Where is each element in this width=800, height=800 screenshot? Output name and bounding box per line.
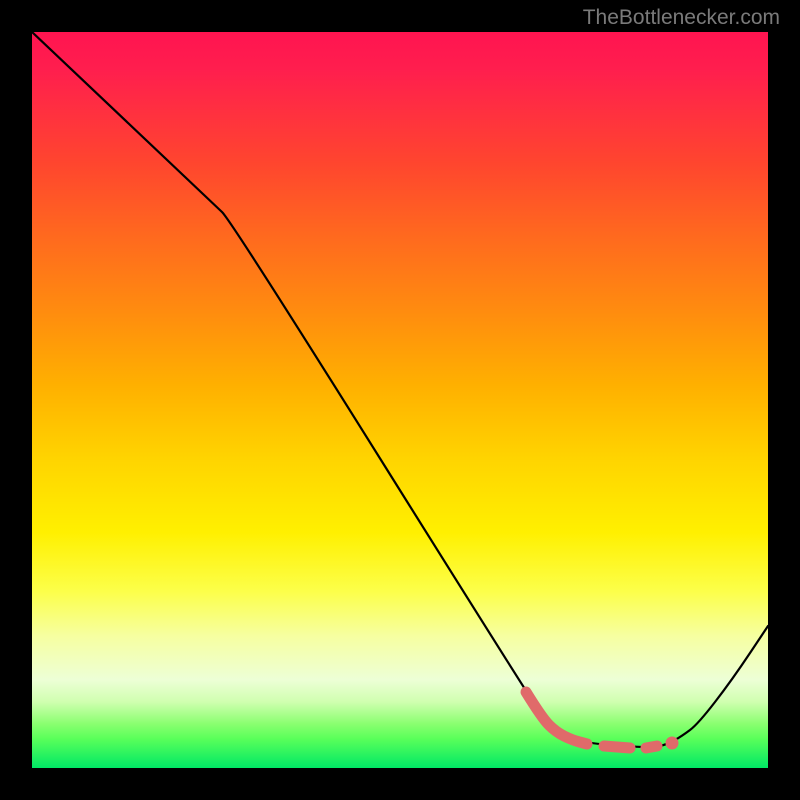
accent-segment (604, 746, 630, 748)
chart-outer-frame: TheBottlenecker.com (0, 0, 800, 800)
accent-segment (526, 692, 587, 744)
accent-segment (646, 746, 657, 748)
accent-dot (666, 737, 679, 750)
curve-layer (32, 32, 768, 768)
accent-segments (526, 692, 657, 748)
plot-area (32, 32, 768, 768)
main-curve (32, 32, 768, 747)
watermark-text: TheBottlenecker.com (583, 6, 780, 30)
